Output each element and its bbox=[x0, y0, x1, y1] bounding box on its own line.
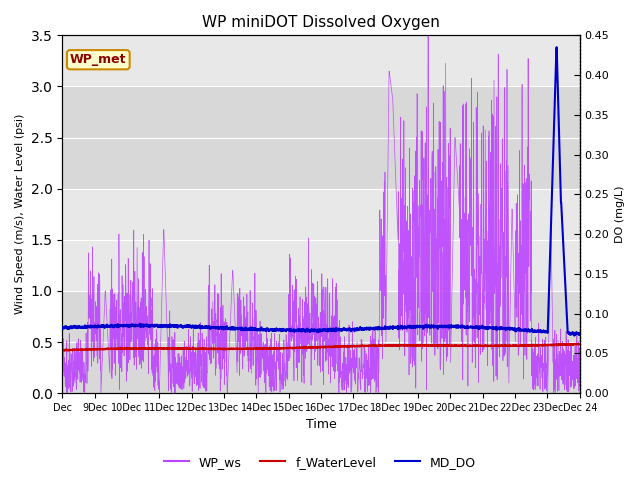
Text: WP_met: WP_met bbox=[70, 53, 127, 66]
Bar bbox=[62, 86, 580, 189]
Bar bbox=[62, 189, 580, 291]
X-axis label: Time: Time bbox=[306, 419, 337, 432]
Legend: WP_ws, f_WaterLevel, MD_DO: WP_ws, f_WaterLevel, MD_DO bbox=[159, 451, 481, 474]
Bar bbox=[62, 36, 580, 86]
Y-axis label: DO (mg/L): DO (mg/L) bbox=[615, 185, 625, 243]
Title: WP miniDOT Dissolved Oxygen: WP miniDOT Dissolved Oxygen bbox=[202, 15, 440, 30]
Y-axis label: Wind Speed (m/s), Water Level (psi): Wind Speed (m/s), Water Level (psi) bbox=[15, 114, 25, 314]
Bar bbox=[62, 291, 580, 393]
